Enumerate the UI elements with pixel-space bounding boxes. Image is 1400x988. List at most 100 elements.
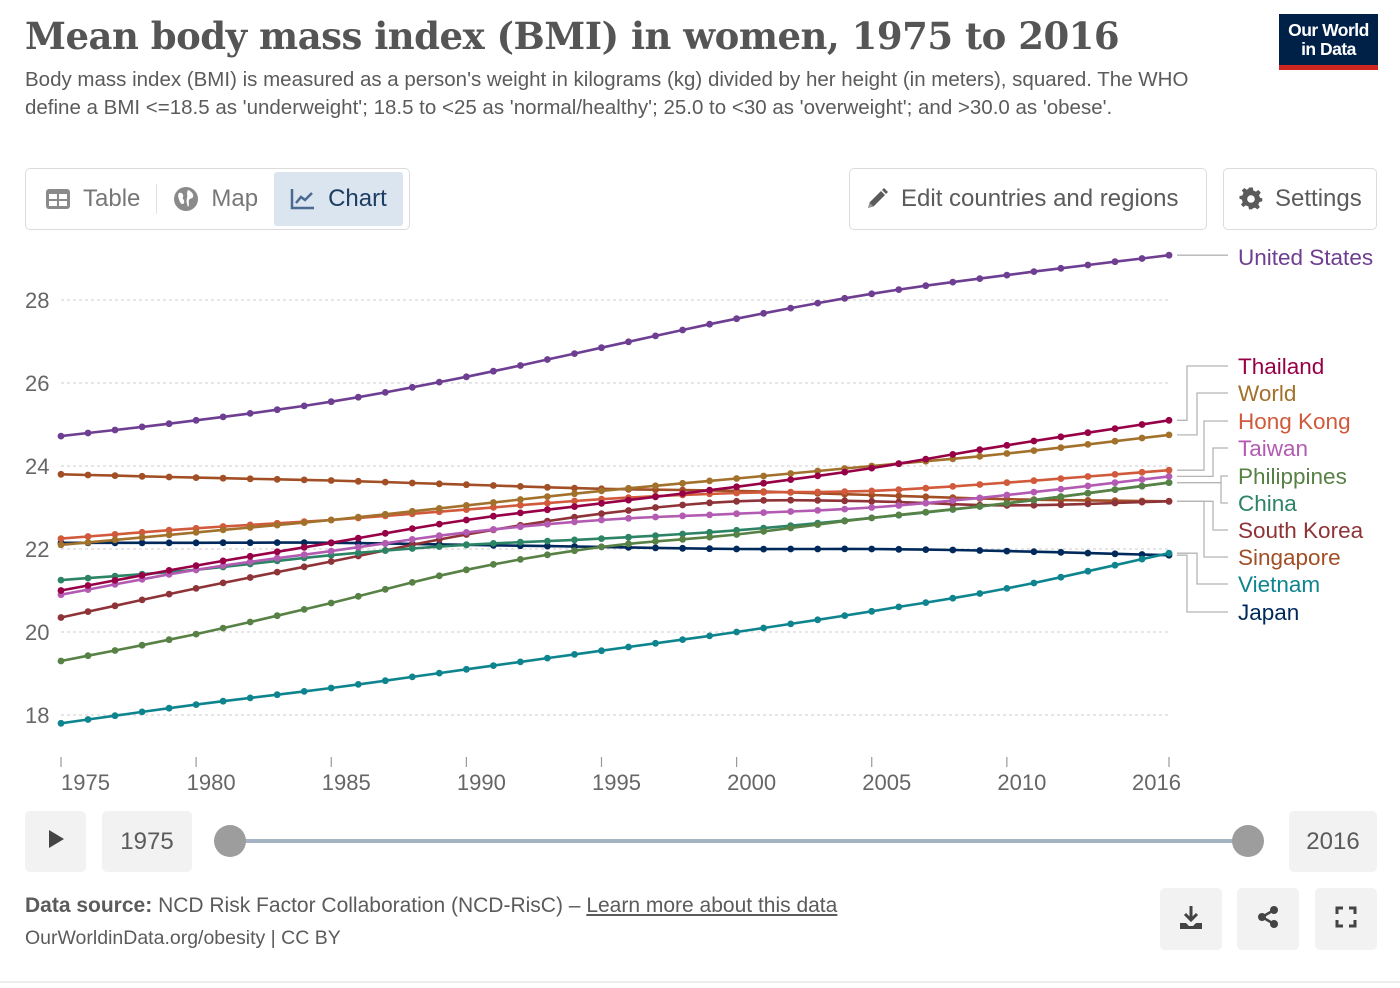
data-point[interactable]	[435, 669, 443, 677]
data-point[interactable]	[652, 332, 659, 340]
data-point[interactable]	[246, 552, 254, 560]
data-point[interactable]	[273, 521, 281, 529]
data-point[interactable]	[219, 526, 227, 534]
data-point[interactable]	[895, 492, 903, 500]
data-point[interactable]	[652, 482, 659, 490]
data-point[interactable]	[1165, 549, 1173, 557]
data-point[interactable]	[111, 426, 119, 434]
data-point[interactable]	[381, 585, 389, 593]
data-point[interactable]	[354, 513, 362, 521]
data-point[interactable]	[895, 511, 903, 519]
data-point[interactable]	[381, 529, 389, 537]
data-point[interactable]	[787, 508, 795, 515]
data-point[interactable]	[868, 464, 876, 472]
data-point[interactable]	[679, 490, 686, 497]
data-point[interactable]	[1003, 479, 1011, 486]
data-point[interactable]	[57, 576, 65, 584]
data-point[interactable]	[57, 719, 65, 727]
data-point[interactable]	[354, 534, 362, 542]
series-world[interactable]	[57, 431, 1173, 549]
data-point[interactable]	[598, 510, 605, 518]
data-point[interactable]	[192, 416, 200, 424]
data-point[interactable]	[354, 681, 362, 688]
data-point[interactable]	[922, 493, 930, 501]
data-point[interactable]	[1165, 479, 1173, 486]
series-label[interactable]: Thailand	[1238, 354, 1324, 379]
data-point[interactable]	[517, 496, 524, 503]
data-point[interactable]	[354, 549, 362, 557]
data-point[interactable]	[544, 654, 551, 662]
data-point[interactable]	[517, 501, 524, 509]
data-point[interactable]	[922, 499, 930, 507]
data-point[interactable]	[165, 526, 173, 534]
series-label[interactable]: United States	[1238, 245, 1373, 270]
data-point[interactable]	[1084, 473, 1092, 480]
data-point[interactable]	[625, 484, 632, 492]
data-point[interactable]	[84, 471, 92, 479]
data-point[interactable]	[1003, 441, 1011, 449]
data-point[interactable]	[868, 607, 876, 615]
learn-more-link[interactable]: Learn more about this data	[586, 894, 838, 917]
data-point[interactable]	[679, 512, 686, 520]
data-point[interactable]	[490, 482, 497, 489]
data-point[interactable]	[300, 519, 308, 526]
series-label[interactable]: China	[1238, 491, 1297, 516]
data-point[interactable]	[976, 590, 984, 597]
data-point[interactable]	[408, 579, 416, 586]
data-point[interactable]	[571, 497, 578, 505]
data-point[interactable]	[895, 603, 903, 611]
data-point[interactable]	[544, 520, 551, 528]
data-point[interactable]	[463, 373, 470, 381]
data-point[interactable]	[1084, 261, 1092, 269]
data-point[interactable]	[949, 451, 957, 458]
data-point[interactable]	[787, 304, 795, 312]
series-hong-kong[interactable]	[57, 466, 1173, 542]
data-point[interactable]	[435, 520, 443, 528]
data-point[interactable]	[273, 554, 281, 562]
data-point[interactable]	[787, 620, 795, 628]
data-point[interactable]	[895, 502, 903, 509]
data-point[interactable]	[517, 509, 524, 517]
series-line[interactable]	[60, 475, 1170, 596]
data-point[interactable]	[544, 483, 551, 491]
data-point[interactable]	[706, 528, 713, 536]
data-point[interactable]	[1138, 476, 1146, 483]
data-point[interactable]	[246, 694, 254, 702]
data-point[interactable]	[1084, 489, 1092, 497]
data-point[interactable]	[381, 547, 389, 554]
data-point[interactable]	[706, 486, 713, 494]
data-point[interactable]	[1084, 441, 1092, 448]
series-line[interactable]	[60, 498, 1170, 619]
data-point[interactable]	[760, 489, 767, 496]
data-point[interactable]	[138, 472, 146, 480]
data-point[interactable]	[273, 539, 281, 546]
data-point[interactable]	[1057, 475, 1065, 482]
data-point[interactable]	[1057, 573, 1065, 581]
data-point[interactable]	[517, 362, 524, 369]
data-point[interactable]	[544, 537, 551, 545]
data-point[interactable]	[1138, 434, 1146, 442]
data-point[interactable]	[273, 475, 281, 483]
data-point[interactable]	[57, 541, 65, 549]
data-point[interactable]	[760, 497, 767, 504]
data-point[interactable]	[679, 535, 686, 543]
data-point[interactable]	[733, 545, 740, 553]
data-point[interactable]	[571, 651, 578, 658]
data-point[interactable]	[922, 508, 930, 516]
data-point[interactable]	[1030, 496, 1038, 504]
data-point[interactable]	[138, 534, 146, 541]
data-point[interactable]	[219, 539, 227, 547]
data-point[interactable]	[165, 590, 173, 598]
series-line[interactable]	[60, 433, 1170, 547]
data-point[interactable]	[84, 652, 92, 660]
data-point[interactable]	[976, 275, 984, 282]
data-point[interactable]	[625, 533, 632, 541]
data-point[interactable]	[949, 505, 957, 513]
data-point[interactable]	[733, 497, 740, 505]
data-point[interactable]	[976, 481, 984, 488]
data-point[interactable]	[192, 701, 200, 708]
data-point[interactable]	[463, 516, 470, 524]
data-point[interactable]	[922, 599, 930, 606]
data-point[interactable]	[327, 684, 335, 692]
tab-table[interactable]: Table	[29, 172, 156, 226]
